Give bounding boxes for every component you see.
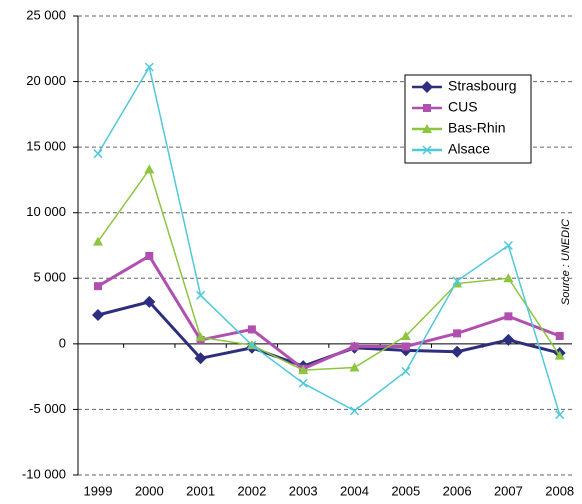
marker — [247, 340, 257, 350]
marker — [349, 406, 360, 416]
x-tick-label: 2004 — [340, 483, 369, 498]
marker — [93, 236, 103, 246]
x-tick-label: 2002 — [237, 483, 266, 498]
x-tick-label: 2006 — [443, 483, 472, 498]
x-tick-label: 2003 — [289, 483, 318, 498]
legend-label: Strasbourg — [448, 78, 516, 94]
marker — [452, 276, 462, 286]
marker — [144, 62, 154, 72]
marker — [504, 312, 513, 321]
x-tick-label: 2000 — [135, 483, 164, 498]
marker — [453, 329, 462, 338]
series-line — [97, 65, 561, 415]
marker — [503, 240, 513, 251]
marker — [194, 352, 207, 365]
marker — [143, 295, 156, 308]
y-tick-label: 5 000 — [33, 270, 66, 285]
marker — [94, 282, 102, 291]
marker — [92, 309, 104, 322]
marker — [451, 345, 464, 358]
source-note: Source : UNEDIC — [560, 219, 572, 305]
legend-label: CUS — [448, 99, 478, 115]
marker — [503, 273, 514, 283]
marker — [298, 365, 309, 375]
y-tick-label: 25 000 — [26, 7, 66, 22]
series-line — [97, 167, 561, 371]
legend-label: Alsace — [448, 141, 490, 157]
x-tick-label: 2001 — [186, 483, 215, 498]
y-tick-label: -5 000 — [29, 401, 66, 416]
marker — [401, 366, 411, 376]
x-tick-label: 2005 — [391, 483, 420, 498]
y-tick-label: 15 000 — [26, 139, 66, 154]
marker — [555, 331, 564, 340]
marker — [196, 290, 206, 300]
marker — [247, 325, 256, 334]
y-tick-label: 20 000 — [26, 73, 66, 88]
y-tick-label: 10 000 — [26, 204, 66, 219]
y-tick-label: 0 — [59, 335, 66, 350]
marker — [502, 333, 515, 346]
series-line — [97, 253, 561, 371]
marker — [145, 251, 154, 260]
marker — [554, 350, 565, 360]
x-tick-label: 2007 — [494, 483, 523, 498]
marker — [144, 164, 155, 174]
marker — [349, 362, 360, 372]
marker — [401, 342, 410, 351]
marker — [422, 124, 432, 133]
marker — [93, 149, 103, 159]
x-tick-label: 1999 — [84, 483, 113, 498]
marker — [555, 410, 565, 420]
x-tick-label: 2008 — [545, 483, 574, 498]
y-tick-label: -10 000 — [22, 466, 66, 481]
marker — [195, 332, 206, 342]
marker — [422, 145, 432, 155]
legend-label: Bas-Rhin — [448, 120, 506, 136]
marker — [400, 330, 411, 340]
marker — [423, 104, 431, 112]
marker — [350, 342, 359, 351]
marker — [298, 378, 308, 388]
marker — [421, 81, 433, 93]
